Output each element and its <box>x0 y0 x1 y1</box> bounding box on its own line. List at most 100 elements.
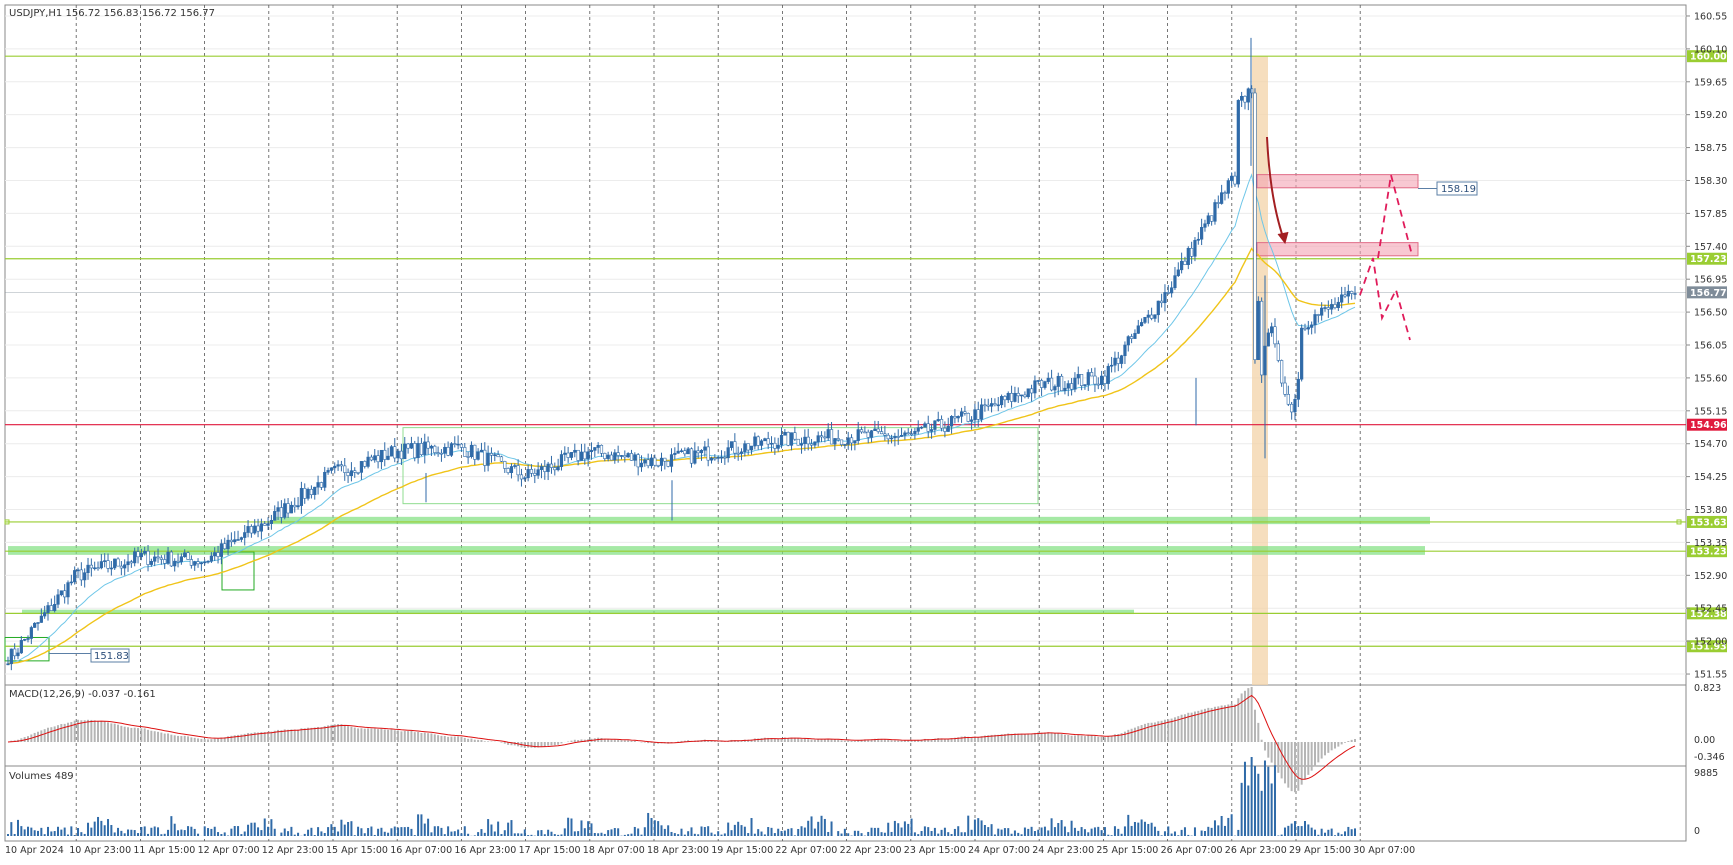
candle-body <box>1343 294 1347 297</box>
candle-body <box>9 648 13 665</box>
candle-body <box>93 567 97 570</box>
candle-body <box>479 449 484 453</box>
candle-body <box>1123 344 1127 357</box>
candle-body <box>89 564 93 569</box>
candle-body <box>439 452 444 455</box>
candle-body <box>849 437 854 444</box>
candle-body <box>1346 290 1350 297</box>
candle-body <box>996 404 1000 407</box>
candle-body <box>1170 287 1174 294</box>
candle-body <box>936 419 940 422</box>
level-price-tag <box>1687 607 1727 620</box>
candle-body <box>1306 327 1310 330</box>
time-axis-label: 10 Apr 23:00 <box>69 845 131 856</box>
time-axis-label: 18 Apr 23:00 <box>647 845 709 856</box>
horizontal-levels[interactable]: 160.00 157.23 156.77 154.96 153.63 153.23 152.… <box>4 50 1727 653</box>
candle-body <box>1143 317 1147 323</box>
candle-body <box>916 427 920 432</box>
candle-body <box>969 419 974 422</box>
time-axis-label: 25 Apr 15:00 <box>1096 845 1158 856</box>
level-price-tag-text: 157.23 <box>1690 254 1727 265</box>
candle-body <box>1223 192 1227 194</box>
macd-signal-line <box>7 694 1356 780</box>
price-axis-label: 156.50 <box>1694 308 1727 319</box>
candle-body <box>899 435 904 437</box>
candle-body <box>1126 336 1130 346</box>
price-axis-label: 156.05 <box>1694 341 1727 352</box>
time-axis-label: 12 Apr 23:00 <box>262 845 324 856</box>
price-axis-label: 155.60 <box>1694 373 1727 384</box>
candle-body <box>69 581 73 584</box>
candle-body <box>123 564 127 569</box>
time-axis-label: 18 Apr 07:00 <box>583 845 645 856</box>
candle-body <box>1096 383 1100 386</box>
candle-body <box>869 430 874 438</box>
candle-body <box>433 445 437 453</box>
candle-body <box>553 467 557 471</box>
candle-body <box>959 411 964 417</box>
candle-body <box>96 567 100 570</box>
candle-body <box>369 456 374 461</box>
volume-pane-frame <box>4 765 1687 842</box>
level-price-tag <box>1687 252 1727 265</box>
candle-body <box>343 465 347 473</box>
candle-body <box>259 523 263 532</box>
level-price-tag-text: 151.93 <box>1690 642 1727 653</box>
candle-body <box>966 412 970 422</box>
projected-path-upper <box>1377 174 1413 259</box>
candle-body <box>823 436 827 439</box>
candle-body <box>929 429 934 432</box>
resistance-label-box[interactable] <box>1436 181 1478 196</box>
candle-body <box>539 466 544 470</box>
macd-histogram <box>7 687 1356 793</box>
candle-body <box>353 470 357 473</box>
candle-body <box>333 465 337 469</box>
candle-body <box>1353 293 1357 295</box>
candle-body <box>1293 398 1297 413</box>
candle-body <box>463 447 467 457</box>
candle-body <box>1220 192 1224 204</box>
candle-body <box>1009 393 1014 402</box>
drawn-arrows[interactable] <box>49 136 1437 655</box>
candle-body <box>1186 247 1190 265</box>
candle-body <box>1116 357 1120 364</box>
candle-body <box>263 523 267 526</box>
candle-body <box>633 454 637 461</box>
macd-axis-top: 0.823 <box>1694 683 1721 694</box>
candle-body <box>1233 175 1237 185</box>
candle-body <box>706 446 710 461</box>
candle-body <box>516 465 520 476</box>
candle-body <box>153 556 157 562</box>
price-axis-label: 156.95 <box>1694 275 1727 286</box>
candle-body <box>656 464 660 467</box>
candle-body <box>856 429 860 441</box>
candle-body <box>129 561 133 564</box>
candle-body <box>1036 380 1040 382</box>
support-label-box[interactable] <box>90 648 130 663</box>
candle-body <box>376 455 380 463</box>
candle-body <box>179 556 183 562</box>
candle-body <box>229 539 233 543</box>
candle-body <box>1286 394 1290 405</box>
candle-body <box>716 457 720 459</box>
symbol-info: USDJPY,H1 156.72 156.83 156.72 156.77 <box>9 8 215 19</box>
candle-body <box>903 432 907 436</box>
candle-body <box>763 438 767 442</box>
candle-body <box>483 449 487 466</box>
candle-body <box>926 423 930 432</box>
candle-body <box>1140 322 1144 327</box>
candle-body <box>1326 307 1330 310</box>
candle-body <box>436 452 440 454</box>
candle-body <box>836 438 840 441</box>
price-axis-label: 152.45 <box>1694 604 1727 615</box>
candle-body <box>1146 314 1150 318</box>
candle-body <box>1156 300 1160 316</box>
slow-moving-average <box>7 247 1356 665</box>
candle-body <box>896 436 900 438</box>
candle-body <box>429 445 434 449</box>
candle-body <box>1193 240 1197 257</box>
candle-body <box>56 594 60 605</box>
candle-body <box>736 452 740 455</box>
